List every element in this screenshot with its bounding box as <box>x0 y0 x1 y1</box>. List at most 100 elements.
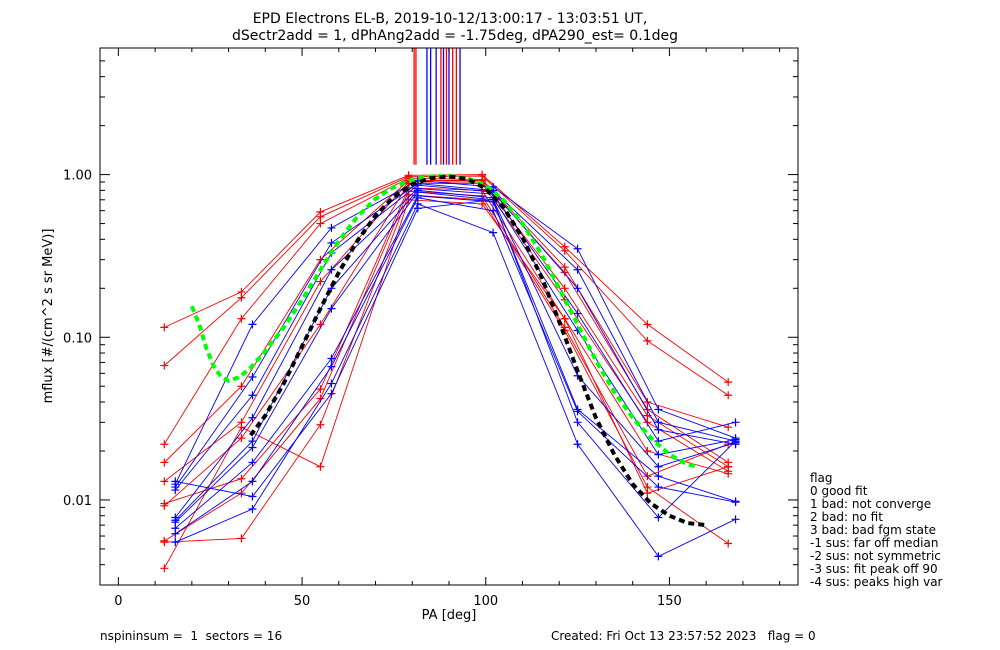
legend-item: 3 bad: bad fgm state <box>810 523 936 537</box>
data-point <box>237 534 246 543</box>
data-point <box>654 472 663 481</box>
plot-frame <box>99 47 799 586</box>
series-line <box>175 203 736 557</box>
x-tick-label: 100 <box>473 594 498 609</box>
series-19 <box>171 195 740 522</box>
series-line <box>164 181 729 482</box>
data-point <box>643 489 652 498</box>
series-line <box>164 174 729 383</box>
series-line <box>174 183 736 488</box>
data-point <box>724 469 733 478</box>
data-point <box>248 320 257 329</box>
data-point <box>327 389 336 398</box>
data-point <box>160 440 169 449</box>
data-point <box>160 477 169 486</box>
data-point <box>237 434 246 443</box>
data-point <box>171 538 180 547</box>
data-point <box>316 462 325 471</box>
series-line <box>164 187 729 505</box>
data-point <box>573 265 582 274</box>
data-point <box>643 336 652 345</box>
data-point <box>731 437 740 446</box>
data-point <box>237 382 246 391</box>
series-line <box>174 191 736 523</box>
data-point <box>573 418 582 427</box>
series-6 <box>160 183 733 508</box>
data-point <box>248 504 257 513</box>
data-point <box>316 385 325 394</box>
data-point <box>489 228 498 237</box>
data-point <box>724 539 733 548</box>
data-point <box>248 443 257 452</box>
x-tick-label: 0 <box>114 594 122 609</box>
axes: 0 50 100 150 0.01 0.10 1.00 <box>63 47 798 609</box>
chart-title: EPD Electrons EL-B, 2019-10-12/13:00:17 … <box>253 11 648 27</box>
data-point <box>327 362 336 371</box>
data-point <box>248 391 257 400</box>
data-point <box>724 462 733 471</box>
series-line <box>175 195 736 529</box>
data-point <box>248 492 257 501</box>
data-point <box>327 354 336 363</box>
data-point <box>731 418 740 427</box>
data-point <box>643 418 652 427</box>
legend: flag 0 good fit 1 bad: not converge 2 ba… <box>810 471 943 589</box>
data-point <box>248 372 257 381</box>
data-point <box>654 405 663 414</box>
data-point <box>248 458 257 467</box>
data-point <box>316 219 325 228</box>
data-point <box>160 361 169 370</box>
data-point <box>643 320 652 329</box>
data-point <box>573 309 582 318</box>
fit-curve-1 <box>249 174 707 528</box>
data-point <box>731 498 740 507</box>
data-point <box>327 304 336 313</box>
data-point <box>724 378 733 387</box>
fit-curves <box>189 173 707 528</box>
legend-item: -3 sus: fit peak off 90 <box>810 562 938 576</box>
data-point <box>413 204 422 213</box>
series-line <box>174 180 736 485</box>
data-point <box>489 206 498 215</box>
chart-subtitle: dSectr2add = 1, dPhAng2add = -1.75deg, d… <box>232 28 678 44</box>
data-point <box>237 314 246 323</box>
data-point <box>171 529 180 538</box>
series-line <box>174 184 736 491</box>
legend-item: -4 sus: peaks high var <box>810 575 943 589</box>
data-point <box>560 314 569 323</box>
legend-item: -2 sus: not symmetric <box>810 549 941 563</box>
data-point <box>560 268 569 277</box>
data-point <box>327 238 336 247</box>
legend-item: 2 bad: no fit <box>810 510 883 524</box>
data-point <box>248 413 257 422</box>
fit-curve-0 <box>189 173 700 469</box>
data-point <box>237 423 246 432</box>
legend-item: -1 sus: far off median <box>810 536 938 550</box>
series-line <box>175 199 736 519</box>
data-point <box>316 277 325 286</box>
legend-items: 0 good fit 1 bad: not converge 2 bad: no… <box>810 484 943 589</box>
series-8 <box>160 190 733 548</box>
data-point <box>654 552 663 561</box>
y-axis-label: mflux [#/(cm^2 s sr MeV)] <box>41 229 56 404</box>
data-point <box>731 515 740 524</box>
data-point <box>160 458 169 467</box>
data-point <box>573 284 582 293</box>
data-point <box>724 391 733 400</box>
data-point <box>560 246 569 255</box>
legend-item: 1 bad: not converge <box>810 497 931 511</box>
y-tick-label: 0.01 <box>63 494 92 509</box>
series-18 <box>171 199 740 561</box>
x-axis-label: PA [deg] <box>422 608 477 623</box>
data-point <box>327 223 336 232</box>
y-tick-label: 0.10 <box>63 331 92 346</box>
series-line <box>174 188 736 518</box>
series-line <box>163 177 729 445</box>
data-point <box>171 477 180 486</box>
data-point <box>654 425 663 434</box>
data-point <box>237 489 246 498</box>
data-point <box>654 418 663 427</box>
data-point <box>237 293 246 302</box>
data-point <box>160 564 169 573</box>
